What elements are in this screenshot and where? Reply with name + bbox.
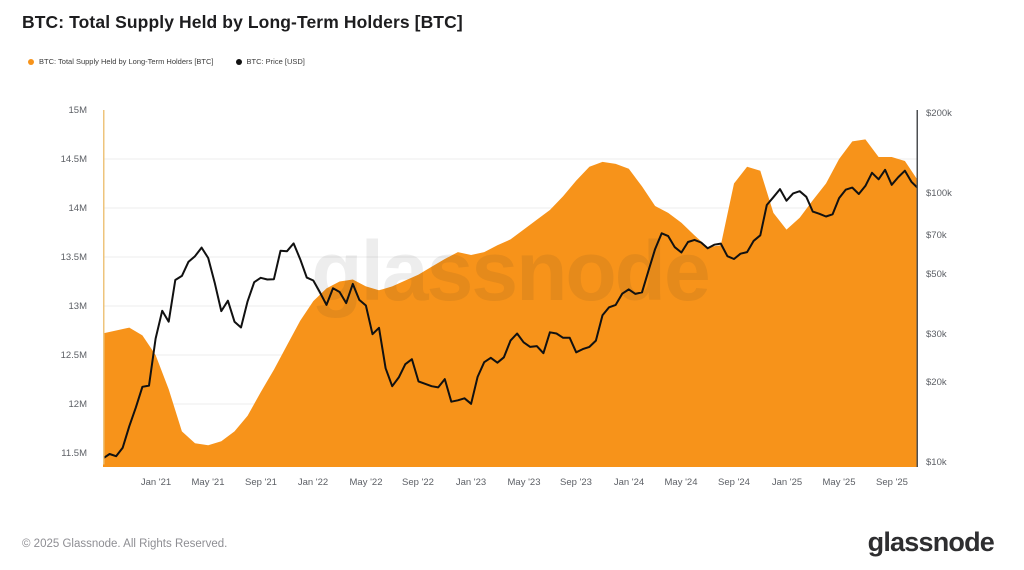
legend-label-supply: BTC: Total Supply Held by Long-Term Hold… [39,57,214,66]
right-tick-label: $10k [926,457,947,468]
legend-item-supply[interactable]: BTC: Total Supply Held by Long-Term Hold… [28,57,214,66]
right-tick-label: $200k [926,108,952,119]
right-tick-label: $70k [926,230,947,241]
x-tick-label: Sep '21 [245,477,277,488]
supply-series-swatch-icon [28,58,34,65]
x-tick-label: Jan '23 [455,477,487,488]
left-tick-label: 15M [68,105,87,116]
x-tick-label: Jan '24 [613,477,645,488]
x-tick-label: May '24 [664,477,698,488]
chart-title: BTC: Total Supply Held by Long-Term Hold… [22,12,463,32]
left-tick-label: 13M [68,301,87,312]
x-tick-label: May '23 [507,477,541,488]
x-tick-label: Jan '25 [771,477,803,488]
x-tick-label: Sep '24 [718,477,750,488]
right-tick-label: $50k [926,269,947,280]
x-tick-label: May '22 [349,477,383,488]
x-tick-label: May '25 [822,477,856,488]
left-tick-label: 11.5M [61,448,87,459]
left-tick-label: 14M [68,203,87,214]
glassnode-watermark: glassnode [311,224,708,318]
price-line-series [103,168,918,460]
left-tick-label: 12M [68,399,87,410]
x-tick-label: May '21 [191,477,225,488]
x-tick-label: Jan '21 [140,477,172,488]
copyright-text: © 2025 Glassnode. All Rights Reserved. [22,538,228,550]
legend-item-price[interactable]: BTC: Price [USD] [235,57,305,66]
glassnode-logo: glassnode [867,527,995,557]
legend: BTC: Total Supply Held by Long-Term Hold… [28,57,305,66]
right-tick-label: $20k [926,377,947,388]
x-tick-label: Sep '23 [560,477,592,488]
price-series-swatch-icon [235,58,242,65]
left-tick-label: 12.5M [60,350,87,361]
right-tick-label: $100k [926,188,952,199]
x-tick-label: Jan '22 [297,477,329,488]
left-tick-label: 14.5M [60,154,87,165]
legend-label-price: BTC: Price [USD] [246,57,305,66]
supply-area-series [103,139,918,467]
x-tick-label: Sep '22 [402,477,434,488]
right-tick-label: $30k [926,329,947,340]
chart-plot-area[interactable]: glassnode [103,110,918,467]
left-tick-label: 13.5M [60,252,87,263]
x-tick-label: Sep '25 [876,477,908,488]
